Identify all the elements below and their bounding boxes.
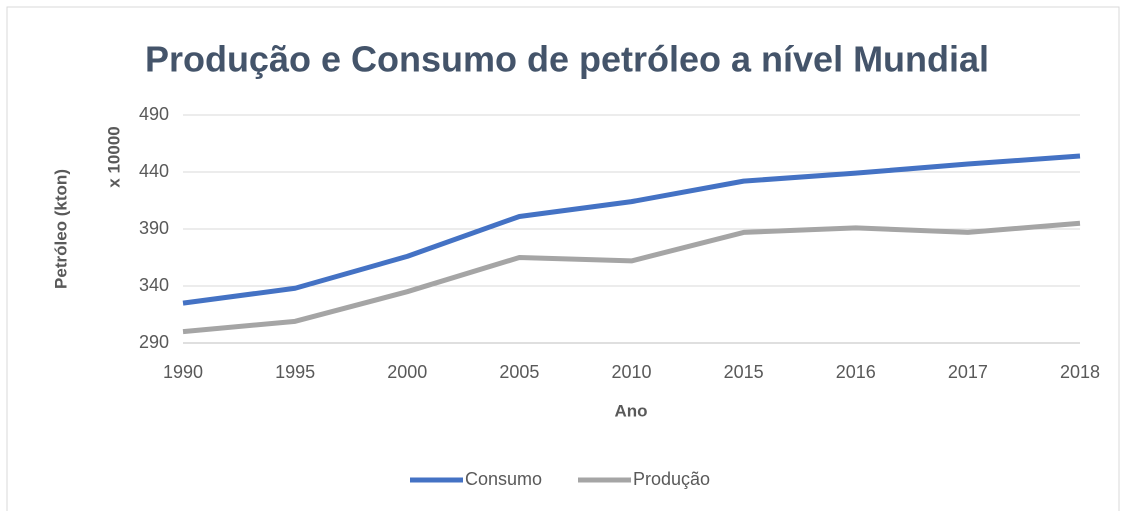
data-line <box>182 220 1081 335</box>
y-display-unit: x 10000 <box>104 126 123 187</box>
x-tick-label: 1990 <box>163 362 203 382</box>
y-axis-title: Petróleo (kton) <box>51 169 70 289</box>
x-tick-label: 2016 <box>836 362 876 382</box>
x-tick-label: 1995 <box>275 362 315 382</box>
x-tick-label: 2018 <box>1060 362 1100 382</box>
x-tick-label: 2010 <box>611 362 651 382</box>
y-tick-label: 340 <box>139 275 169 295</box>
chart-title: Produção e Consumo de petróleo a nível M… <box>145 39 989 80</box>
x-tick-label: 2000 <box>387 362 427 382</box>
x-tick-label: 2015 <box>724 362 764 382</box>
x-axis-title: Ano <box>614 401 647 420</box>
y-tick-label: 290 <box>139 332 169 352</box>
legend-label: Produção <box>633 469 710 489</box>
legend-label: Consumo <box>465 469 542 489</box>
y-tick-label: 440 <box>139 161 169 181</box>
x-tick-label: 2005 <box>499 362 539 382</box>
x-tick-label: 2017 <box>948 362 988 382</box>
y-tick-label: 390 <box>139 218 169 238</box>
y-tick-label: 490 <box>139 104 169 124</box>
data-line <box>182 153 1081 306</box>
